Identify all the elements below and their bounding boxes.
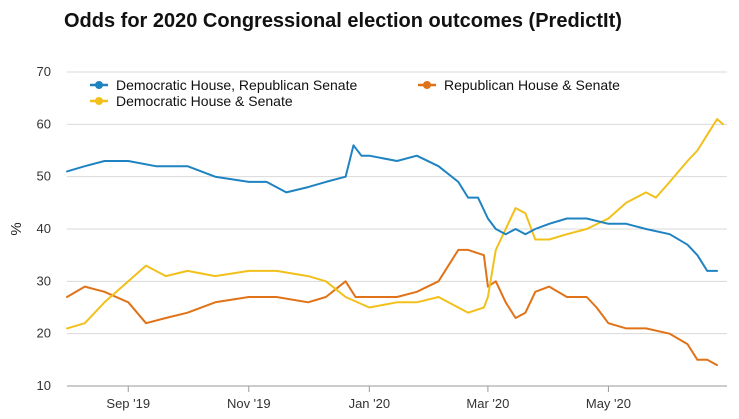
y-tick-label-30: 30: [37, 273, 51, 288]
legend-item-republican-house-senate: Republican House & Senate: [418, 77, 620, 93]
x-tick-label-4: May '20: [586, 396, 631, 411]
series-lines: [66, 118, 724, 367]
legend-item-democratic-house-republican-senate: Democratic House, Republican Senate: [90, 77, 357, 93]
x-axis-tick-marks: [127, 386, 609, 392]
gridlines: [67, 71, 727, 387]
x-tick-label-3: Mar '20: [466, 396, 509, 411]
legend-label: Republican House & Senate: [444, 77, 620, 93]
legend-swatch-marker: [423, 81, 431, 89]
y-tick-label-40: 40: [37, 221, 51, 236]
legend-item-democratic-house-senate: Democratic House & Senate: [90, 93, 293, 109]
y-tick-label-10: 10: [37, 378, 51, 393]
series-line-republican-house-senate: [66, 248, 719, 367]
legend-swatch-marker: [95, 81, 103, 89]
y-axis-tick-labels: 10 20 30 40 50 60 70: [37, 64, 51, 393]
series-line-democratic-house-republican-senate: [66, 144, 719, 272]
legend-swatch-marker: [95, 97, 103, 105]
legend-label: Democratic House, Republican Senate: [116, 77, 357, 93]
y-tick-label-60: 60: [37, 116, 51, 131]
y-axis-label: %: [8, 222, 25, 235]
x-tick-label-0: Sep '19: [106, 396, 150, 411]
legend: Democratic House, Republican Senate Repub…: [90, 77, 620, 109]
x-axis-tick-labels: Sep '19 Nov '19 Jan '20 Mar '20 May '20: [106, 396, 631, 411]
x-tick-label-2: Jan '20: [349, 396, 391, 411]
chart-title: Odds for 2020 Congressional election out…: [64, 10, 622, 32]
y-tick-label-20: 20: [37, 326, 51, 341]
legend-label: Democratic House & Senate: [116, 93, 293, 109]
y-tick-label-50: 50: [37, 169, 51, 184]
x-tick-label-1: Nov '19: [227, 396, 271, 411]
series-line-democratic-house-senate: [66, 118, 724, 330]
y-tick-label-70: 70: [37, 64, 51, 79]
